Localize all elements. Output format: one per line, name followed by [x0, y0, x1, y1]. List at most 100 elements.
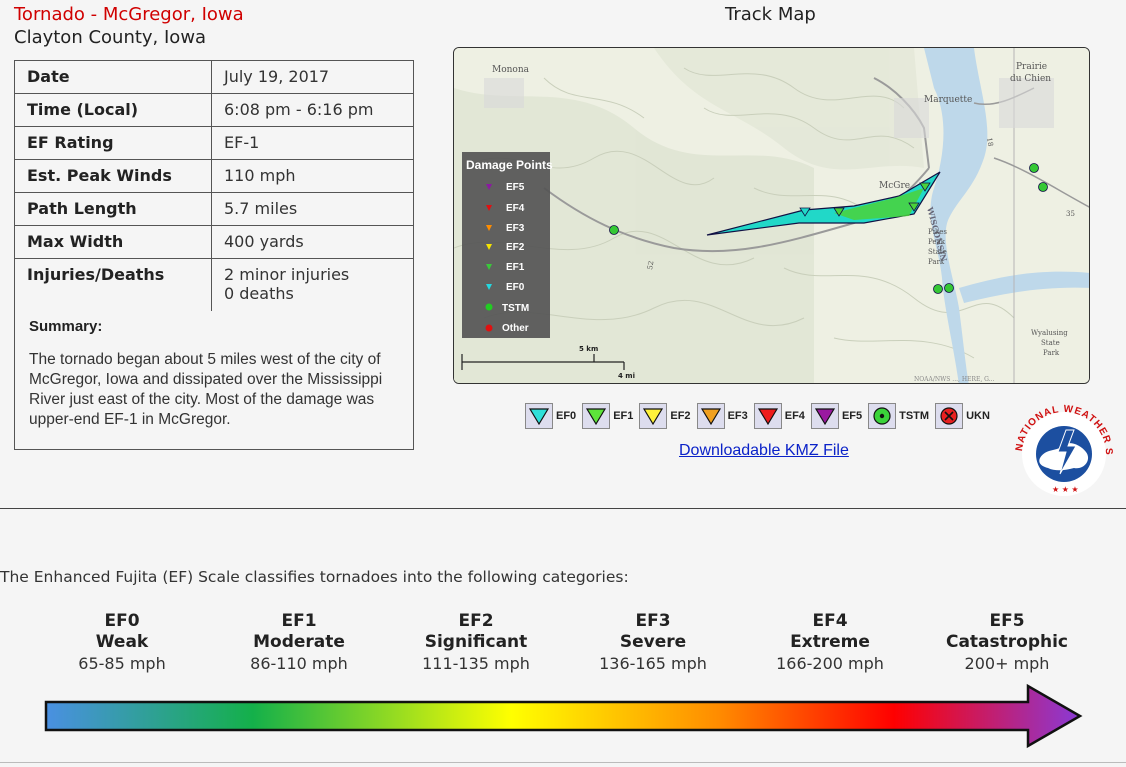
- ef-category-ef0: EF0 Weak 65-85 mph: [47, 611, 197, 674]
- ef-category-ef2: EF2 Significant 111-135 mph: [401, 611, 551, 674]
- legend-label: EF4: [784, 410, 805, 422]
- tstm-marker: [944, 283, 954, 293]
- ef-range: 200+ mph: [964, 654, 1050, 673]
- legend-item-ef5: EF5: [810, 403, 863, 429]
- bottom-divider: [0, 762, 1126, 763]
- label-monona: Monona: [492, 65, 530, 75]
- label-state: State: [928, 248, 947, 256]
- summary-text: The tornado began about 5 miles west of …: [29, 351, 383, 428]
- ef1-marker: [919, 182, 931, 192]
- ef-code: EF1: [281, 611, 317, 631]
- track-map-title: Track Map: [725, 4, 816, 25]
- legend-item-ef0: EF0: [525, 403, 576, 429]
- max-width-value: 400 yards: [211, 225, 414, 259]
- nws-logo: NATIONAL WEATHER SERVICE ★ ★ ★: [1006, 392, 1118, 498]
- label-prairie: Prairie: [1016, 62, 1047, 72]
- ef-code: EF3: [635, 611, 671, 631]
- kmz-download-link[interactable]: Downloadable KMZ File: [679, 442, 849, 459]
- tornado-track: [706, 171, 941, 236]
- injuries-label: Injuries/Deaths: [14, 258, 212, 312]
- table-row: EF Rating EF-1: [14, 126, 414, 160]
- table-row: Path Length 5.7 miles: [14, 192, 414, 226]
- max-width-label: Max Width: [14, 225, 212, 259]
- scale-km: 5 km: [579, 345, 598, 353]
- map-attribution: NOAA/NWS ..., HERE, G...: [914, 376, 995, 383]
- triangle-down-icon: [582, 403, 611, 429]
- triangle-down-icon: [525, 403, 553, 429]
- triangle-down-icon: [639, 403, 668, 429]
- date-value: July 19, 2017: [211, 60, 414, 94]
- label-park: Park: [928, 258, 945, 266]
- ef-range: 166-200 mph: [776, 654, 884, 673]
- ef-code: EF5: [989, 611, 1025, 631]
- legend-label: UKN: [966, 410, 990, 422]
- damage-points: [609, 163, 1048, 294]
- ef-category-ef4: EF4 Extreme 166-200 mph: [755, 611, 905, 674]
- scale-bar: [461, 354, 625, 370]
- ef-range: 136-165 mph: [599, 654, 707, 673]
- peak-winds-value: 110 mph: [211, 159, 414, 193]
- ef-name: Severe: [619, 632, 687, 652]
- label-pikes: Pikes: [928, 228, 947, 236]
- tstm-marker: [1038, 182, 1048, 192]
- track-map[interactable]: Monona Prairie du Chien Marquette McGre …: [453, 47, 1090, 384]
- time-label: Time (Local): [14, 93, 212, 127]
- tstm-marker: [609, 225, 619, 235]
- ef-category-ef3: EF3 Severe 136-165 mph: [578, 611, 728, 674]
- label-wyalusing: Wyalusing: [1031, 329, 1068, 337]
- peak-winds-label: Est. Peak Winds: [14, 159, 212, 193]
- label-marquette: Marquette: [924, 95, 972, 105]
- ef1-marker: [908, 202, 920, 212]
- triangle-down-icon: [810, 403, 839, 429]
- time-value: 6:08 pm - 6:16 pm: [211, 93, 414, 127]
- deaths-text: 0 deaths: [224, 284, 294, 303]
- triangle-down-icon: [696, 403, 725, 429]
- legend-label: EF3: [727, 410, 748, 422]
- label-road-52: 52: [646, 260, 655, 270]
- ef1-segment: [834, 188, 924, 220]
- mississippi-river: [924, 48, 988, 383]
- ef-legend-row: EF0 EF1 EF2 EF3 EF4 EF5 TSTM UKN: [525, 401, 996, 431]
- star-icon: ★ ★ ★: [1052, 485, 1079, 494]
- legend-label: EF0: [556, 410, 577, 422]
- legend-item-ef3: EF3: [696, 403, 748, 429]
- ef-range: 65-85 mph: [78, 654, 166, 673]
- ef-name: Weak: [95, 632, 149, 652]
- ef-scale-gradient-arrow: [44, 683, 1083, 749]
- ef-code: EF4: [812, 611, 848, 631]
- ef-code: EF2: [458, 611, 494, 631]
- path-length-value: 5.7 miles: [211, 192, 414, 226]
- legend-item-ef2: EF2: [639, 403, 691, 429]
- circle-x-icon: [935, 403, 964, 429]
- summary-box: Summary: The tornado began about 5 miles…: [14, 311, 414, 450]
- date-label: Date: [14, 60, 212, 94]
- ef-code: EF0: [104, 611, 140, 631]
- ef-range: 86-110 mph: [250, 654, 348, 673]
- section-divider: [0, 508, 1126, 509]
- legend-label: TSTM: [899, 410, 930, 422]
- damage-points-legend: Damage Points EF5 EF4 EF3 EF2 EF1 EF0 TS…: [462, 152, 553, 338]
- ef0-marker: [799, 207, 811, 217]
- nws-logo-graphic: NATIONAL WEATHER SERVICE ★ ★ ★: [1006, 392, 1113, 496]
- dl-tstm: TSTM: [502, 303, 529, 314]
- wisconsin-river: [959, 271, 1089, 303]
- ef-rating-value: EF-1: [211, 126, 414, 160]
- ef-range: 111-135 mph: [422, 654, 530, 673]
- scale-mi: 4 mi: [618, 372, 635, 380]
- track-map-canvas: Monona Prairie du Chien Marquette McGre …: [454, 48, 1089, 383]
- legend-label: EF5: [841, 410, 863, 422]
- tstm-marker: [933, 284, 943, 294]
- dl-ef0: EF0: [506, 282, 525, 293]
- ef-scale-intro: The Enhanced Fujita (EF) Scale classifie…: [0, 568, 629, 586]
- summary-heading: Summary:: [29, 318, 103, 335]
- injuries-text: 2 minor injuries: [224, 265, 350, 284]
- legend-item-tstm: TSTM: [868, 403, 929, 429]
- circle-dot-icon: [868, 403, 897, 429]
- legend-item-ukn: UKN: [935, 403, 990, 429]
- dl-ef1: EF1: [506, 262, 525, 273]
- label-road-35: 35: [1066, 210, 1075, 218]
- label-wy-park: Park: [1043, 349, 1060, 357]
- ef-name: Extreme: [790, 632, 870, 652]
- table-row: Max Width 400 yards: [14, 225, 414, 259]
- label-mcgregor: McGre: [879, 181, 910, 191]
